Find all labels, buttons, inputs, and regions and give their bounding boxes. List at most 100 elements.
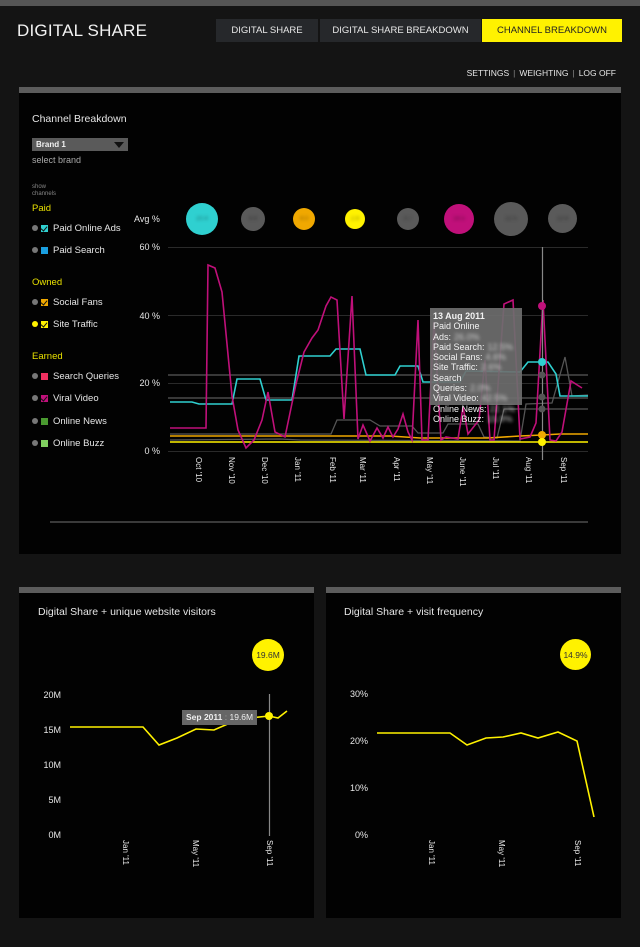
settings-link[interactable]: SETTINGS (466, 68, 510, 78)
channel-online-news[interactable]: Online News (32, 415, 107, 427)
channel-site-traffic[interactable]: Site Traffic (32, 318, 98, 330)
panel-header-bar (326, 587, 621, 593)
panel-title: Channel Breakdown (32, 113, 127, 125)
x-tick: Jan '11 (427, 840, 436, 865)
channel-label: Site Traffic (53, 318, 98, 330)
visibility-dot-icon[interactable] (32, 418, 38, 424)
checkbox-icon[interactable] (41, 246, 48, 254)
y-tick: 5M (48, 795, 61, 805)
channel-paid-online-ads[interactable]: Paid Online Ads (32, 222, 121, 234)
group-paid: Paid (32, 203, 52, 214)
avg-bubble-paid-online-ads[interactable]: 20.4 (186, 203, 218, 235)
tooltip-row: Online News: 22.1% (433, 403, 516, 414)
tab-digital-share-breakdown[interactable]: DIGITAL SHARE BREAKDOWN (320, 19, 481, 42)
checkbox-icon[interactable] (41, 372, 48, 380)
channel-online-buzz[interactable]: Online Buzz (32, 437, 104, 449)
visitors-highlight-bubble: 19.6M (252, 639, 284, 671)
visibility-dot-icon[interactable] (32, 373, 38, 379)
tooltip-row: Search Queries: 2.0% (433, 372, 491, 394)
channel-search-queries[interactable]: Search Queries (32, 370, 119, 382)
avg-value: 2.8 (350, 216, 360, 222)
avg-bubble-online-buzz[interactable]: 15.6 (548, 204, 577, 233)
checkbox-icon[interactable] (41, 417, 48, 425)
checkbox-icon[interactable] (41, 298, 48, 306)
avg-value: 6.6 (248, 216, 258, 222)
tooltip-row: Site Traffic: 2.6% (433, 362, 502, 373)
channel-social-fans[interactable]: Social Fans (32, 296, 103, 308)
y-tick: 20 % (139, 378, 160, 388)
tooltip-row: Paid Online Ads: 26.0% (433, 321, 480, 342)
y-tick: 40 % (139, 311, 160, 321)
y-tick: 20M (43, 690, 61, 700)
y-tick: 0M (48, 830, 61, 840)
visitors-title: Digital Share + unique website visitors (38, 606, 216, 618)
tooltip-date: Sep 2011 (186, 712, 223, 722)
channel-label: Online News (53, 415, 107, 427)
y-tick: 10M (43, 760, 61, 770)
avg-value: 20.4 (196, 216, 208, 222)
tooltip-row: Social Fans: 4.6% (433, 352, 507, 363)
avg-value: 15.6 (556, 215, 569, 222)
top-strip (0, 0, 640, 6)
checkbox-icon[interactable] (41, 394, 48, 402)
log-off-link[interactable]: LOG OFF (578, 68, 616, 78)
y-tick: 10% (349, 783, 368, 793)
avg-value: 4.0 (299, 216, 309, 222)
visibility-dot-icon[interactable] (32, 440, 38, 446)
chart-tooltip: 13 Aug 2011 Paid Online Ads: 26.0% Paid S… (430, 308, 522, 424)
group-earned: Earned (32, 351, 63, 362)
avg-bubble-viral-video[interactable]: 18.5 (444, 204, 474, 234)
divider: | (572, 68, 575, 78)
visibility-dot-icon[interactable] (32, 225, 38, 231)
x-tick: May '11 (497, 840, 506, 868)
channel-label: Viral Video (53, 392, 99, 404)
visibility-dot-icon[interactable] (32, 247, 38, 253)
visibility-dot-icon[interactable] (32, 299, 38, 305)
avg-value: 22.5 (505, 216, 517, 222)
y-tick: 0 % (144, 446, 160, 456)
tooltip-row: Online Buzz: 15.9% (433, 413, 513, 424)
tab-digital-share[interactable]: DIGITAL SHARE (216, 19, 318, 42)
avg-bubble-search-queries[interactable]: 3.7 (397, 208, 419, 230)
avg-label: Avg % (134, 214, 160, 224)
weighting-link[interactable]: WEIGHTING (519, 68, 569, 78)
y-tick: 60 % (139, 242, 160, 252)
group-owned: Owned (32, 277, 63, 288)
tooltip-row: Paid Search: 12.5% (433, 341, 514, 352)
divider: | (513, 68, 516, 78)
channel-paid-search[interactable]: Paid Search (32, 244, 105, 256)
checkbox-icon[interactable] (41, 320, 48, 328)
frequency-highlight-bubble: 14.9% (560, 639, 591, 670)
brand-select[interactable]: Brand 1 (32, 138, 128, 151)
checkbox-icon[interactable] (41, 439, 48, 447)
avg-value: 18.5 (453, 216, 465, 222)
channel-label: Paid Search (53, 244, 105, 256)
channel-viral-video[interactable]: Viral Video (32, 392, 99, 404)
panel-header-bar (19, 87, 621, 93)
y-tick: 15M (43, 725, 61, 735)
visibility-dot-icon[interactable] (32, 321, 38, 327)
tab-channel-breakdown[interactable]: CHANNEL BREAKDOWN (482, 19, 622, 42)
tooltip-row: Viral Video: 42.5% (433, 393, 508, 404)
channel-label: Online Buzz (53, 437, 105, 449)
visibility-dot-icon[interactable] (32, 395, 38, 401)
y-tick: 30% (349, 689, 368, 699)
utility-links: SETTINGS | WEIGHTING | LOG OFF (467, 68, 616, 78)
select-brand-hint: select brand (32, 155, 82, 165)
main-nav: DIGITAL SHARE DIGITAL SHARE BREAKDOWN CH… (216, 19, 622, 42)
frequency-title: Digital Share + visit frequency (344, 606, 484, 618)
channel-label: Social Fans (53, 296, 103, 308)
visitors-tooltip: Sep 2011 : 19.6M (182, 710, 258, 725)
avg-bubble-online-news[interactable]: 22.5 (494, 202, 528, 236)
checkbox-icon[interactable] (41, 224, 48, 232)
avg-bubble-social-fans[interactable]: 4.0 (293, 208, 315, 230)
tooltip-value: 19.6M (229, 712, 254, 722)
avg-value: 3.7 (403, 216, 413, 222)
avg-bubble-paid-search[interactable]: 6.6 (241, 207, 265, 231)
channel-label: Paid Online Ads (53, 222, 121, 234)
avg-bubble-site-traffic[interactable]: 2.8 (345, 209, 365, 229)
brand-select-value: Brand 1 (36, 140, 66, 149)
chevron-down-icon (114, 142, 124, 148)
